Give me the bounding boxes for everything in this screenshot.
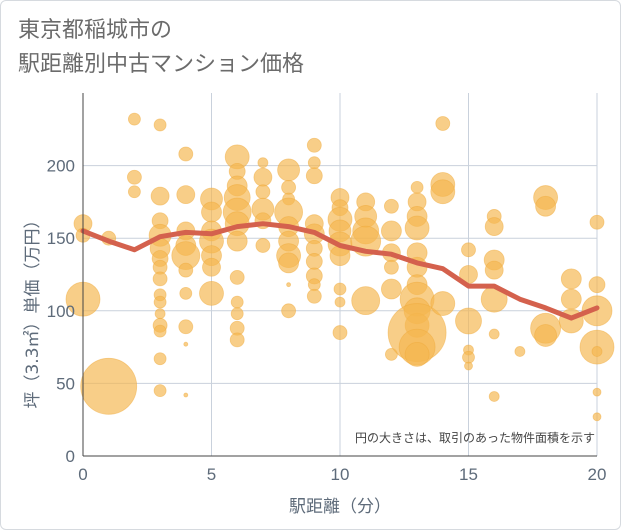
x-tick-label: 15 xyxy=(459,465,478,484)
data-bubble xyxy=(351,286,381,316)
data-bubble xyxy=(152,271,168,287)
data-bubble xyxy=(230,307,244,321)
data-bubble xyxy=(464,361,473,371)
data-bubble xyxy=(179,286,193,300)
data-bubble xyxy=(305,253,323,270)
data-bubble xyxy=(80,357,138,415)
bubbles xyxy=(65,112,615,422)
data-bubble xyxy=(126,169,142,185)
x-tick-label: 5 xyxy=(207,465,216,484)
y-tick-label: 0 xyxy=(66,447,75,466)
data-bubble xyxy=(306,137,322,153)
data-bubble xyxy=(333,282,347,296)
data-bubble xyxy=(455,307,482,335)
data-bubble xyxy=(150,186,170,206)
data-bubble xyxy=(462,350,475,364)
data-bubble xyxy=(404,341,430,367)
data-bubble xyxy=(383,259,399,275)
data-bubble xyxy=(461,242,476,258)
y-tick-label: 100 xyxy=(47,302,75,321)
data-bubble xyxy=(229,270,245,285)
data-bubble xyxy=(305,167,323,185)
data-bubble xyxy=(153,324,167,338)
data-bubble xyxy=(281,303,297,319)
x-axis-label: 駅距離（分） xyxy=(289,497,391,517)
data-bubble xyxy=(255,238,271,253)
data-bubble xyxy=(334,296,346,308)
data-bubble xyxy=(410,180,424,194)
data-bubble xyxy=(176,185,196,205)
data-bubble xyxy=(534,324,557,347)
data-bubble xyxy=(230,295,244,309)
data-bubble xyxy=(560,268,582,290)
data-bubble xyxy=(484,217,504,236)
x-tick-label: 20 xyxy=(588,465,607,484)
data-bubble xyxy=(154,308,166,320)
chart-title-line-1: 東京都稲城市の xyxy=(18,18,173,43)
data-bubble xyxy=(430,179,456,205)
trend-line-group xyxy=(80,221,600,321)
data-bubble xyxy=(488,328,500,340)
data-bubble xyxy=(153,118,167,132)
data-bubble xyxy=(278,252,300,274)
y-tick-label: 150 xyxy=(47,229,75,248)
y-axis-label: 坪（3.3㎡）単価（万円） xyxy=(23,211,43,408)
data-bubble xyxy=(307,278,321,292)
data-bubble xyxy=(307,156,321,170)
y-tick-label: 200 xyxy=(47,157,75,176)
data-bubble xyxy=(380,220,402,242)
data-bubble xyxy=(253,167,273,187)
data-bubble xyxy=(183,341,189,347)
data-bubble xyxy=(277,158,301,182)
data-bubble xyxy=(581,295,613,327)
data-bubble xyxy=(153,384,167,398)
data-bubble xyxy=(484,260,504,280)
data-bubble xyxy=(153,295,167,309)
data-bubble xyxy=(226,230,248,252)
data-bubble xyxy=(588,276,606,294)
data-bubble xyxy=(592,387,602,397)
data-bubble xyxy=(127,112,141,126)
data-bubble xyxy=(435,116,451,131)
data-bubble xyxy=(183,392,189,398)
data-bubble xyxy=(404,215,430,241)
data-bubble xyxy=(514,346,526,357)
data-bubble xyxy=(281,179,297,195)
trend-line xyxy=(80,221,600,321)
data-bubble xyxy=(199,280,224,306)
data-bubble xyxy=(178,262,194,278)
data-bubble xyxy=(380,278,402,300)
data-bubble xyxy=(592,412,602,422)
data-bubble xyxy=(306,288,322,304)
data-bubble xyxy=(178,146,194,162)
x-tick-label: 10 xyxy=(331,465,350,484)
data-bubble xyxy=(535,195,556,217)
chart-title: 東京都稲城市の 駅距離別中古マンション価格 xyxy=(18,14,304,82)
size-annotation: 円の大きさは、取引のあった物件面積を示す xyxy=(355,430,595,445)
data-bubble xyxy=(560,288,582,310)
data-bubble xyxy=(430,291,456,316)
data-bubble xyxy=(153,352,167,366)
data-bubble xyxy=(201,201,222,223)
data-bubble xyxy=(488,391,500,402)
data-bubble xyxy=(286,282,292,288)
data-bubble xyxy=(257,157,269,169)
x-tick-label: 0 xyxy=(78,465,87,484)
data-bubble xyxy=(127,185,141,199)
data-bubble xyxy=(202,257,221,277)
y-tick-label: 50 xyxy=(56,374,75,393)
data-bubble xyxy=(178,319,194,335)
data-bubble xyxy=(591,346,603,357)
data-bubble xyxy=(255,184,271,200)
data-bubble xyxy=(332,325,348,340)
data-bubble xyxy=(589,214,605,230)
chart-title-line-2: 駅距離別中古マンション価格 xyxy=(18,52,305,77)
data-bubble xyxy=(383,198,399,214)
data-bubble xyxy=(229,332,245,348)
